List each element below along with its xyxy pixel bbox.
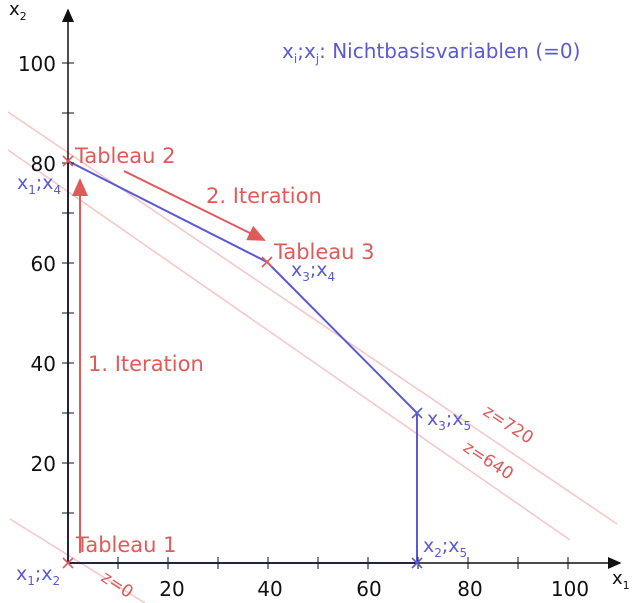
x-tick-label: 60 — [356, 577, 381, 601]
z-line-720 — [7, 111, 618, 525]
z-line-640 — [7, 149, 571, 541]
y-axis-label: x2 — [9, 0, 27, 23]
y-tick-label: 20 — [31, 452, 56, 476]
x-tick-label: 100 — [551, 577, 589, 601]
x-ticks — [117, 557, 569, 569]
tableau-2-label: Tableau 2 — [74, 144, 176, 168]
vertex-marker-right-lower — [411, 557, 423, 569]
tableau-3-label: Tableau 3 — [273, 240, 375, 264]
tableau-1-label: Tableau 1 — [75, 533, 177, 557]
vertex-label-top: x1;x4 — [17, 172, 61, 197]
vertex-marker-top — [62, 155, 74, 167]
z-640-label: z=640 — [459, 437, 517, 484]
legend: xi;xj: Nichtbasisvariablen (=0) — [282, 39, 580, 66]
y-ticks — [62, 62, 74, 514]
iteration-2-label: 2. Iteration — [206, 184, 322, 208]
z-0-label: z=0 — [97, 567, 136, 602]
y-tick-label: 40 — [31, 352, 56, 376]
vertex-label-right-lower: x2;x5 — [423, 535, 467, 560]
x-tick-label: 80 — [457, 577, 482, 601]
iteration-1-label: 1. Iteration — [88, 352, 204, 376]
x-axis-label: x1 — [612, 568, 630, 592]
iteration-2-arrow — [123, 170, 266, 241]
y-tick-label: 80 — [31, 152, 56, 176]
y-tick-label: 60 — [31, 252, 56, 276]
vertex-marker-mid — [261, 256, 273, 268]
x-tick-label: 40 — [257, 577, 282, 601]
z-720-label: z=720 — [479, 401, 537, 448]
vertex-marker-origin — [62, 557, 74, 569]
z-line-0 — [9, 518, 146, 603]
x-tick-label: 20 — [159, 577, 184, 601]
vertex-label-mid: x3;x4 — [291, 259, 335, 284]
y-tick-label: 100 — [18, 52, 56, 76]
vertex-label-right-upper: x3;x5 — [427, 408, 471, 433]
vertex-label-origin: x1;x2 — [16, 563, 60, 588]
vertex-marker-right-upper — [411, 407, 423, 419]
